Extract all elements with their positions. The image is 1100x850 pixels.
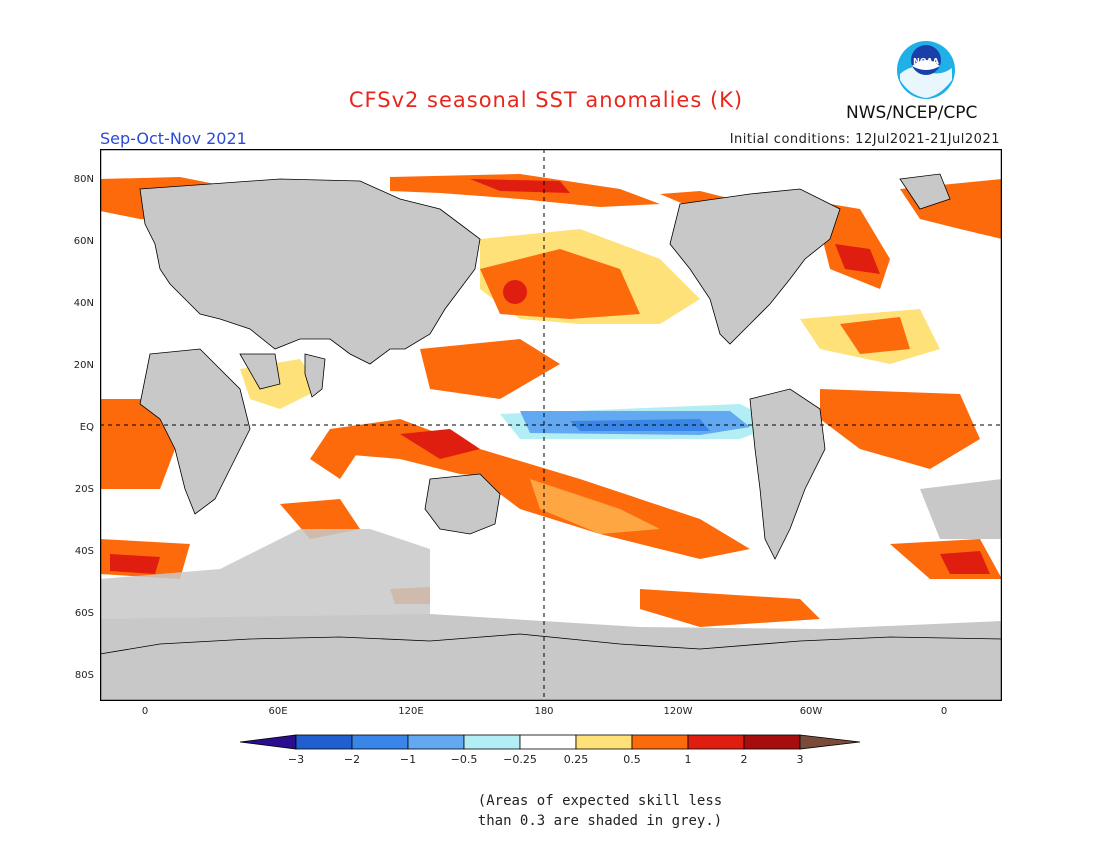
lat-label: EQ [79,422,94,433]
lat-label: 60N [73,236,94,247]
colorbar-tick-label: 0.5 [623,753,641,766]
colorbar-segment [407,734,465,750]
lon-label: 0 [940,706,948,717]
lon-label: 120E [398,706,424,717]
colorbar-tick-label: −0.25 [503,753,537,766]
anomaly-patch-tropical-atlantic [820,389,980,469]
colorbar-arrow-low [239,734,297,750]
colorbar-tick-label: −0.5 [451,753,478,766]
anomaly-patch-south-pacific [480,449,750,559]
colorbar-tick-label: −3 [288,753,304,766]
land-north-america [669,188,841,345]
colorbar-segment [519,734,577,750]
land-africa [139,348,251,515]
land-australia [424,473,501,535]
colorbar-segment [575,734,633,750]
anomaly-patch-south-pacific-yellow [530,479,660,534]
lon-label: 60E [268,706,288,717]
colorbar-tick-label: 2 [741,753,748,766]
lat-label: 60S [74,608,94,619]
colorbar-tick-label: −1 [400,753,416,766]
lat-label: 40S [74,546,94,557]
colorbar-tick-label: 1 [685,753,692,766]
colorbar-tick-label: 3 [797,753,804,766]
map-canvas [99,148,1003,702]
lat-label: 40N [73,298,94,309]
colorbar-segment [295,734,353,750]
anomaly-patch-tropical-atlantic-west [100,399,175,489]
continents [99,173,1003,702]
colorbar-tick-label: 0.25 [564,753,589,766]
anomaly-patch-south-atlantic-east-red [940,551,990,574]
colorbar-segment [743,734,801,750]
chart-title: CFSv2 seasonal SST anomalies (K) [348,88,744,112]
skill-note-line1: (Areas of expected skill less [477,793,723,809]
initial-conditions-label: Initial conditions: 12Jul2021-21Jul2021 [729,132,1000,147]
colorbar-svg: −3 −2 −1 −0.5 −0.25 0.25 0.5 1 2 3 [239,734,861,766]
anomaly-patch-nw-atlantic-red [835,244,880,274]
anomaly-patch-southern-ocean [640,589,820,627]
low-skill-area-south-atlantic [920,479,1002,539]
colorbar-segment [631,734,689,750]
lon-label: 180 [534,706,554,717]
anomaly-patch-indian-ocean [310,429,360,479]
anomaly-patch-south-atlantic-red [110,554,160,574]
lat-label: 20N [73,360,94,371]
land-greenland [899,173,951,210]
colorbar-segment [351,734,409,750]
colorbar-segment [687,734,745,750]
season-label: Sep-Oct-Nov 2021 [100,129,247,148]
anomaly-patch-arctic-red [470,179,570,193]
noaa-logo: NOAA [896,40,956,100]
land-south-america [749,388,826,560]
anomaly-patch-np-red [503,280,527,304]
lon-label: 60W [799,706,823,717]
sst-anomaly-map [99,148,1003,702]
lat-label: 80N [73,174,94,185]
land-eurasia [139,178,481,365]
colorbar-tick-label: −2 [344,753,360,766]
anomaly-patch-maritime-red [400,429,480,459]
anomaly-patch-west-pacific [420,339,560,399]
land-arabia [239,353,281,390]
skill-note: (Areas of expected skill less than 0.3 a… [440,791,760,831]
map-frame [99,148,1003,702]
lon-label: 120W [663,706,693,717]
lon-label: 0 [141,706,149,717]
colorbar-segment [463,734,521,750]
anomaly-patch-subtropical-atlantic-orange [840,317,910,354]
low-skill-area-south-indian [100,529,430,629]
agency-label: NWS/NCEP/CPC [846,103,978,123]
land-india [304,353,326,398]
lat-label: 80S [74,670,94,681]
colorbar: −3 −2 −1 −0.5 −0.25 0.25 0.5 1 2 3 [239,733,862,773]
colorbar-arrow-high [799,734,861,750]
skill-note-line2: than 0.3 are shaded in grey.) [477,813,723,829]
lat-label: 20S [74,484,94,495]
land-antarctica [99,633,1003,702]
logo-text: NOAA [913,57,939,66]
